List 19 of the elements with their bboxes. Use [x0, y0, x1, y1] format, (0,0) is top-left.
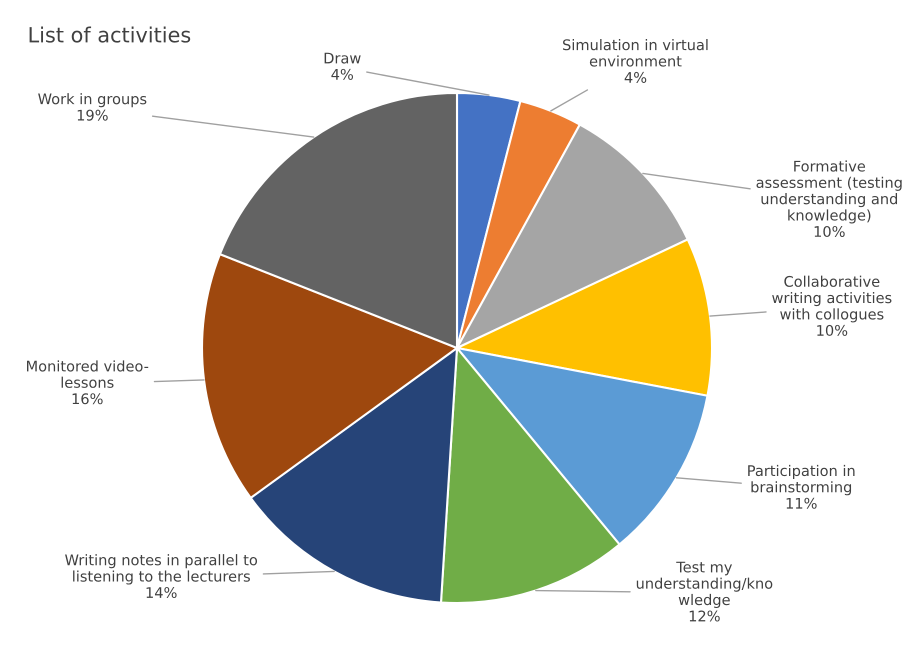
data-label: 4% [624, 72, 646, 83]
chart-title: List of activities [30, 26, 190, 43]
slice-label: Draw [324, 52, 361, 64]
data-label: 19% [78, 110, 108, 121]
slice-label: Monitored video- lessons [27, 360, 148, 388]
slice-label: Collaborative writing activities with collogues [772, 276, 892, 322]
data-label: 12% [690, 610, 720, 622]
slice-label: Work in groups [38, 93, 146, 108]
slice-label: Participation in brainstorming [748, 464, 854, 496]
data-label: 4% [331, 68, 354, 80]
data-label: 10% [817, 324, 848, 336]
slice-label: Writing notes in parallel to listening to the lecturers [65, 554, 258, 585]
data-label: 14% [146, 587, 177, 598]
data-label: 10% [814, 226, 845, 237]
data-label: 16% [72, 393, 103, 404]
slice-label: Formative assessment (testing understanding and knowledge) [756, 160, 902, 224]
data-label: 11% [786, 498, 817, 509]
slice-label: Simulation in virtual environment [563, 39, 708, 67]
slice-label: Test my understanding/kno wledge [636, 562, 772, 608]
